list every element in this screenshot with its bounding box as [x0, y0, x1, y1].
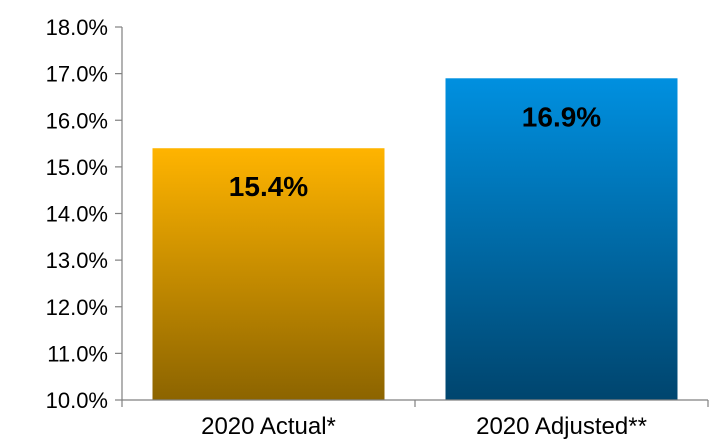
y-tick-label: 16.0%	[46, 108, 108, 133]
bar-1	[445, 78, 678, 400]
y-tick-label: 13.0%	[46, 248, 108, 273]
x-category-label: 2020 Adjusted**	[476, 413, 647, 440]
data-labels: 15.4% 16.9%	[229, 101, 601, 202]
y-tick-label: 14.0%	[46, 202, 108, 227]
y-tick-label: 12.0%	[46, 295, 108, 320]
y-tick-label: 11.0%	[47, 341, 108, 366]
data-label-1: 16.9%	[522, 101, 601, 132]
y-tick-label: 18.0%	[46, 15, 108, 40]
y-axis-ticks: 10.0% 11.0% 12.0% 13.0% 14.0% 15.0% 16.0% 17.0%…	[46, 15, 122, 413]
x-category-label: 2020 Actual*	[201, 413, 336, 440]
y-tick-label: 10.0%	[46, 388, 108, 413]
bars	[152, 78, 678, 400]
bar-0	[152, 148, 385, 400]
y-tick-label: 17.0%	[46, 62, 108, 87]
data-label-0: 15.4%	[229, 171, 308, 202]
y-tick-label: 15.0%	[46, 155, 108, 180]
x-axis-ticks: 2020 Actual* 2020 Adjusted**	[121, 400, 709, 440]
